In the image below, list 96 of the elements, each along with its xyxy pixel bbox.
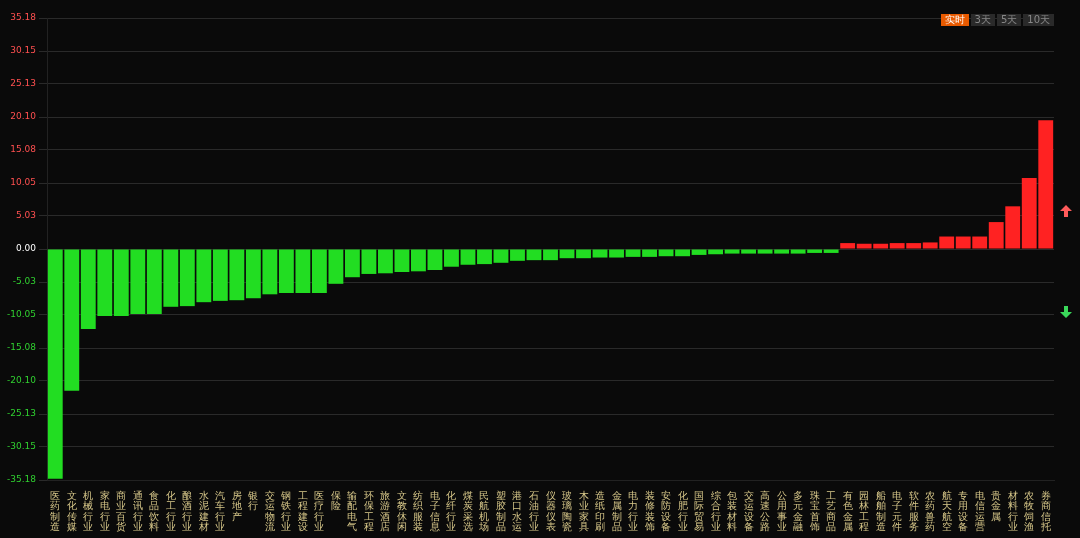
bar — [576, 249, 591, 259]
x-tick-label: 通讯行业 — [132, 489, 143, 533]
x-tick-label: 文教休闲 — [396, 489, 407, 533]
bar — [642, 249, 657, 257]
x-tick-label: 食品饮料 — [148, 489, 160, 533]
x-tick-label: 化工行业 — [165, 489, 176, 533]
y-tick-label: 35.18 — [10, 12, 37, 23]
x-tick-label: 民航机场 — [478, 489, 490, 533]
x-tick-label: 农牧饲渔 — [1023, 489, 1035, 533]
x-tick-label: 航天航空 — [941, 489, 952, 533]
bar — [840, 243, 856, 249]
y-tick-label: -25.13 — [7, 408, 37, 419]
x-tick-label: 房地产 — [230, 489, 242, 522]
x-tick-label: 船舶制造 — [875, 489, 886, 533]
y-tick-label: -15.08 — [7, 342, 37, 353]
x-tick-label: 电子信息 — [428, 489, 440, 533]
x-tick-label: 电信运营 — [974, 489, 985, 533]
x-tick-label: 工程建设 — [296, 489, 308, 533]
y-tick-label: 25.13 — [10, 78, 37, 89]
bar — [477, 249, 492, 265]
x-tick-label: 有色金属 — [842, 489, 853, 533]
y-tick-label: -35.18 — [7, 474, 37, 485]
x-tick-label: 交运设备 — [743, 489, 754, 533]
y-tick-label: 10.05 — [10, 177, 37, 188]
bar — [444, 249, 459, 267]
bar — [510, 249, 525, 261]
annotation: 实时 — [940, 14, 969, 26]
bar — [493, 249, 509, 263]
x-tick-label: 石油行业 — [529, 489, 539, 533]
annotation: 5天 — [996, 14, 1022, 26]
bar — [460, 249, 476, 265]
x-tick-label: 木业家具 — [578, 489, 589, 533]
x-tick-label: 玻璃陶瓷 — [562, 489, 573, 533]
bar — [378, 249, 393, 274]
x-tick-label: 安防设备 — [661, 489, 672, 533]
x-tick-label: 装修装饰 — [643, 489, 655, 533]
x-tick-label: 软件服务 — [908, 489, 919, 533]
x-tick-label: 环保工程 — [363, 489, 374, 533]
x-tick-label: 旅游酒店 — [380, 489, 391, 533]
x-tick-label: 珠宝首饰 — [808, 489, 820, 533]
x-tick-label: 材料行业 — [1006, 489, 1018, 533]
x-tick-label: 酿酒行业 — [182, 489, 193, 533]
x-tick-label: 综合行业 — [710, 489, 721, 533]
x-tick-label: 券商信托 — [1039, 489, 1051, 533]
x-tick-label: 电力行业 — [628, 489, 639, 533]
x-tick-label: 医疗行业 — [314, 489, 325, 533]
x-tick-label: 公用事业 — [776, 489, 787, 533]
y-tick-label: 20.10 — [10, 111, 37, 122]
y-tick-label: -10.05 — [7, 309, 37, 320]
x-tick-label: 家电行业 — [99, 489, 110, 533]
x-tick-label: 输配电气 — [347, 489, 358, 533]
bar — [609, 249, 624, 258]
y-tick-label: 30.15 — [10, 45, 37, 56]
bar — [411, 249, 426, 272]
bar — [394, 249, 410, 272]
annotation: 10天 — [1023, 14, 1054, 26]
bar — [592, 249, 608, 258]
x-tick-label: 医药制造 — [50, 489, 61, 533]
x-tick-label: 电子元件 — [892, 489, 903, 533]
x-tick-label: 金属制品 — [611, 489, 622, 533]
y-tick-label: -30.15 — [7, 441, 37, 452]
x-tick-label: 国际贸易 — [694, 489, 705, 533]
x-tick-label: 交运物流 — [264, 489, 275, 533]
x-tick-label: 化肥行业 — [677, 489, 688, 533]
x-tick-label: 商业百货 — [116, 489, 127, 533]
x-tick-label: 机械行业 — [83, 489, 94, 533]
x-tick-label: 塑胶制品 — [495, 489, 506, 533]
y-tick-label: -20.10 — [7, 375, 37, 386]
x-tick-label: 高速公路 — [760, 489, 771, 533]
x-tick-label: 港口水运 — [512, 489, 523, 533]
x-tick-label: 文化传媒 — [66, 489, 77, 533]
annotation: 3天 — [970, 14, 995, 26]
y-tick-label: 15.08 — [10, 144, 37, 155]
x-tick-label: 保险 — [330, 489, 341, 512]
x-tick-label: 仪器仪表 — [545, 489, 556, 533]
x-tick-label: 包装材料 — [726, 489, 738, 533]
x-tick-label: 汽车行业 — [215, 489, 226, 533]
bar — [675, 249, 690, 257]
x-tick-label: 纺织服装 — [413, 489, 424, 533]
x-tick-label: 农药兽药 — [925, 489, 936, 533]
x-tick-label: 园林工程 — [858, 489, 870, 533]
x-tick-label: 多元金融 — [793, 489, 804, 533]
y-tick-label: 0.00 — [15, 243, 37, 254]
x-tick-label: 化纤行业 — [446, 489, 457, 533]
x-tick-label: 专用设备 — [958, 489, 969, 533]
bar — [427, 249, 443, 271]
x-tick-label: 水泥建材 — [197, 489, 209, 533]
bar — [543, 249, 558, 261]
x-tick-label: 工艺商品 — [826, 489, 837, 533]
x-tick-label: 银行 — [247, 489, 259, 512]
x-tick-label: 钢铁行业 — [280, 489, 292, 533]
x-tick-label: 贵金属 — [991, 489, 1002, 522]
y-tick-label: -5.03 — [12, 276, 37, 287]
x-tick-label: 煤炭采选 — [462, 489, 473, 533]
x-tick-label: 造纸印刷 — [595, 489, 606, 533]
y-tick-label: 5.03 — [15, 210, 37, 221]
